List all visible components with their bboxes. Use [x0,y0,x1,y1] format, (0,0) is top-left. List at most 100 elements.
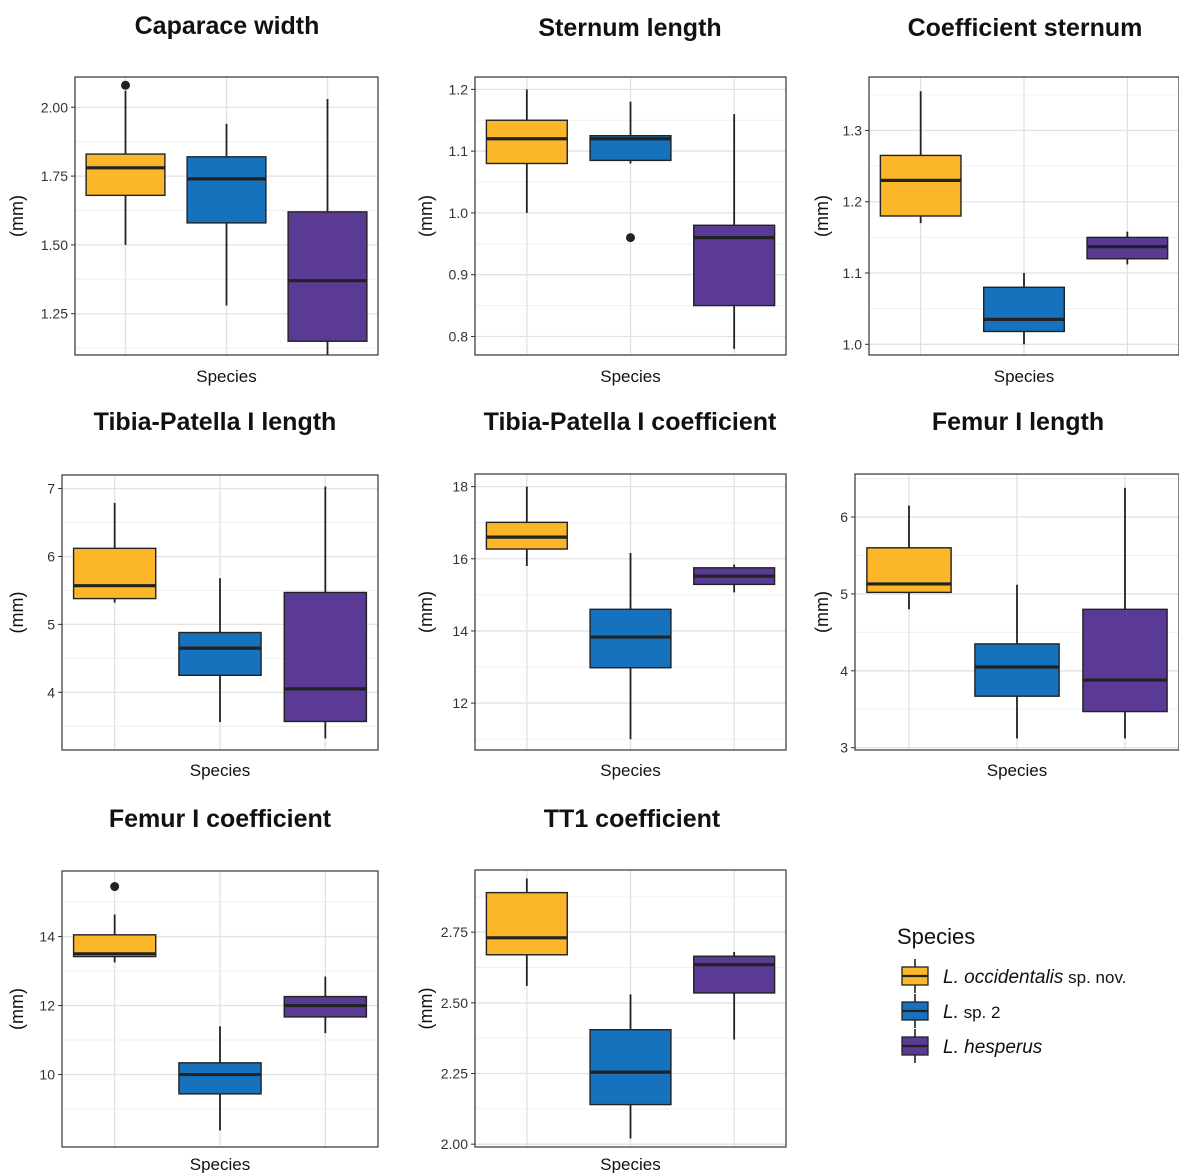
y-tick-label: 6 [840,509,848,525]
box-l-hesperus [693,951,776,1040]
box-l-sp-2 [589,994,672,1139]
y-tick-label: 2.75 [441,924,468,940]
y-axis-label: (mm) [812,195,832,237]
box-l-occidentalis-sp-nov [485,486,568,566]
y-axis-label: (mm) [7,195,27,237]
y-tick-label: 16 [452,551,468,567]
y-axis-label: (mm) [7,988,27,1030]
box-l-sp-2 [983,273,1066,345]
box-l-hesperus [287,99,368,355]
y-tick-label: 2.50 [441,995,468,1011]
box-l-sp-2 [186,123,267,306]
y-tick-label: 5 [47,616,55,632]
iqr-box [983,286,1066,333]
chart-panel-8: TT1 coefficient 2.00 2.25 2.50 2.75 Species (m… [416,805,787,1173]
chart-panel-2: Sternum length 0.8 0.9 1.0 1.1 1.2 Species (mm) [416,14,787,386]
panels: Caparace width1.251.501.752.00Species(mm… [7,12,1179,1173]
iqr-box [589,1028,672,1106]
x-axis-label: Species [600,1155,660,1173]
y-tick-label: 0.9 [449,267,469,283]
box-l-hesperus [1086,231,1169,265]
panel-border [868,76,1179,356]
panel-border [854,473,1179,751]
outlier-point [626,233,635,243]
box-l-occidentalis-sp-nov [866,505,952,610]
x-axis-label: Species [994,367,1054,386]
iqr-box [186,156,267,224]
iqr-box [879,154,962,217]
y-tick-label: 1.25 [41,306,68,322]
y-tick-label: 3 [840,740,848,756]
legend-label-italic: L. hesperus [943,1037,1043,1058]
panel-border [61,870,379,1148]
iqr-box [485,891,568,956]
panel-title: Coefficient sternum [908,14,1143,42]
panel-title: Caparace width [135,12,320,40]
y-tick-label: 1.75 [41,168,68,184]
y-axis-label: (mm) [416,591,436,633]
box-l-occidentalis-sp-nov [72,502,157,603]
legend-label: L. occidentalis sp. nov. [943,967,1126,988]
box-l-sp-2 [974,584,1060,739]
iqr-box [287,211,368,342]
y-tick-label: 1.1 [449,143,469,159]
box-l-hesperus [283,976,368,1034]
y-tick-label: 1.2 [449,81,469,97]
y-tick-label: 12 [39,998,55,1014]
box-l-occidentalis-sp-nov [879,91,962,224]
y-tick-label: 1.0 [449,205,469,221]
y-tick-label: 1.3 [843,122,863,138]
y-tick-label: 2.00 [41,99,68,115]
y-tick-label: 5 [840,586,848,602]
legend-item: L. sp. 2 [901,994,1000,1028]
y-axis-label: (mm) [7,592,27,634]
box-l-hesperus [283,486,368,739]
iqr-box [1082,608,1168,713]
legend-label-suffix: sp. nov. [1063,968,1126,987]
y-tick-label: 0.8 [449,328,469,344]
x-axis-label: Species [190,1155,250,1173]
box-l-sp-2 [589,101,672,243]
iqr-box [72,547,157,600]
y-tick-label: 2.00 [441,1136,468,1152]
legend-item: L. occidentalis sp. nov. [901,959,1126,993]
y-tick-label: 14 [452,623,468,639]
x-axis-label: Species [196,367,256,386]
iqr-box [693,955,776,994]
y-tick-label: 1.2 [843,194,863,210]
box-l-hesperus [1082,487,1168,739]
x-axis-label: Species [600,761,660,780]
panel-title: Tibia-Patella I length [94,408,337,436]
panel-title: Sternum length [538,14,721,42]
y-axis-label: (mm) [416,988,436,1030]
legend-label-italic: L. occidentalis [943,967,1064,988]
outlier-point [121,80,130,90]
y-tick-label: 6 [47,548,55,564]
y-tick-label: 4 [47,684,55,700]
y-axis-label: (mm) [812,591,832,633]
panel-title: Femur I coefficient [109,805,332,833]
box-l-sp-2 [178,1026,262,1131]
chart-panel-6: Femur I length 3 4 5 6 Species (mm) [812,408,1179,780]
x-axis-label: Species [190,761,250,780]
panel-border [474,869,787,1148]
box-l-occidentalis-sp-nov [85,80,166,245]
iqr-box [178,631,262,677]
legend-label-italic: L. [943,1002,959,1023]
x-axis-label: Species [600,367,660,386]
box-l-occidentalis-sp-nov [72,882,157,963]
iqr-box [72,934,157,958]
iqr-box [178,1062,262,1095]
legend-label: L. sp. 2 [943,1002,1000,1023]
box-l-occidentalis-sp-nov [485,89,568,213]
panel-border [74,76,379,356]
panel-title: Femur I length [932,408,1104,436]
panel-title: TT1 coefficient [544,805,721,833]
y-tick-label: 4 [840,663,848,679]
iqr-box [974,643,1060,697]
chart-panel-3: Coefficient sternum 1.0 1.1 1.2 1.3 Species (m… [812,14,1179,386]
y-axis-label: (mm) [416,195,436,237]
y-tick-label: 1.1 [843,265,863,281]
